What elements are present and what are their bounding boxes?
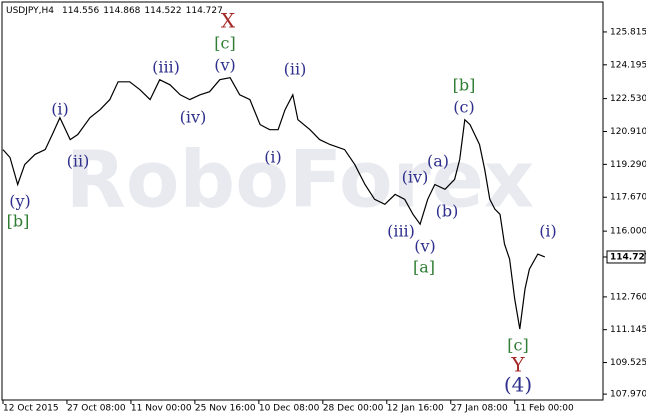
price-line <box>2 77 546 330</box>
y-tick-label: 125.815 <box>610 27 646 37</box>
wave-label: (i) <box>51 100 69 119</box>
wave-label: (i) <box>264 148 282 167</box>
x-tick-label: 11 Nov 00:00 <box>131 404 192 414</box>
wave-label: [c] <box>214 34 235 53</box>
y-tick-label: 111.145 <box>610 325 646 335</box>
y-tick-label: 109.525 <box>610 358 646 368</box>
wave-label: (iv) <box>402 168 429 187</box>
ohlc-value: 114.727 <box>186 6 223 16</box>
wave-label: X <box>221 9 236 33</box>
ohlc-value: 114.868 <box>103 6 140 16</box>
wave-label: [a] <box>413 258 435 277</box>
wave-label: (iii) <box>387 222 415 241</box>
header: USDJPY,H4 114.556 114.868 114.522 114.727 <box>6 6 223 16</box>
plot-frame <box>1 1 604 401</box>
wave-label: (c) <box>453 98 474 117</box>
wave-label: (iii) <box>152 58 180 77</box>
wave-label: [b] <box>453 76 476 95</box>
x-tick-label: 27 Jan 08:00 <box>451 404 508 414</box>
wave-label: (b) <box>436 202 459 221</box>
y-tick-label: 124.195 <box>610 60 646 70</box>
y-tick-label: 112.760 <box>610 292 646 302</box>
y-tick-label: 116.000 <box>610 227 646 237</box>
x-tick-label: 28 Dec 00:00 <box>323 404 384 414</box>
wave-label: (i) <box>539 222 557 241</box>
x-tick-label: 12 Jan 16:00 <box>387 404 444 414</box>
y-tick-label: 120.910 <box>610 127 646 137</box>
wave-label: (v) <box>214 56 236 75</box>
wave-label: [c] <box>507 336 528 355</box>
ohlc-value: 114.522 <box>144 6 181 16</box>
ohlc-value: 114.556 <box>62 6 99 16</box>
x-tick-label: 11 Feb 00:00 <box>515 404 574 414</box>
x-tick-label: 10 Dec 08:00 <box>259 404 320 414</box>
y-tick-label: 117.670 <box>610 193 646 203</box>
wave-label: (a) <box>427 152 449 171</box>
watermark: RoboForex <box>66 135 534 225</box>
wave-label: (y) <box>9 192 31 211</box>
wave-label: (ii) <box>67 152 90 171</box>
x-tick-label: 25 Nov 16:00 <box>195 404 256 414</box>
last-price-box <box>606 250 646 264</box>
wave-label: [b] <box>7 212 30 231</box>
wave-label: (ii) <box>284 60 307 79</box>
last-price-label: 114.727 <box>610 252 646 262</box>
wave-label: (v) <box>414 237 436 256</box>
symbol: USDJPY,H4 <box>6 6 54 16</box>
y-tick-label: 119.290 <box>610 160 646 170</box>
x-tick-label: 12 Oct 2015 <box>3 404 59 414</box>
wave-label: (4) <box>504 373 532 397</box>
y-tick-label: 122.530 <box>610 94 646 104</box>
wave-label: Y <box>510 353 525 377</box>
x-tick-label: 27 Oct 08:00 <box>67 404 126 414</box>
wave-label: (iv) <box>180 108 207 127</box>
y-tick-label: 107.970 <box>610 390 646 400</box>
